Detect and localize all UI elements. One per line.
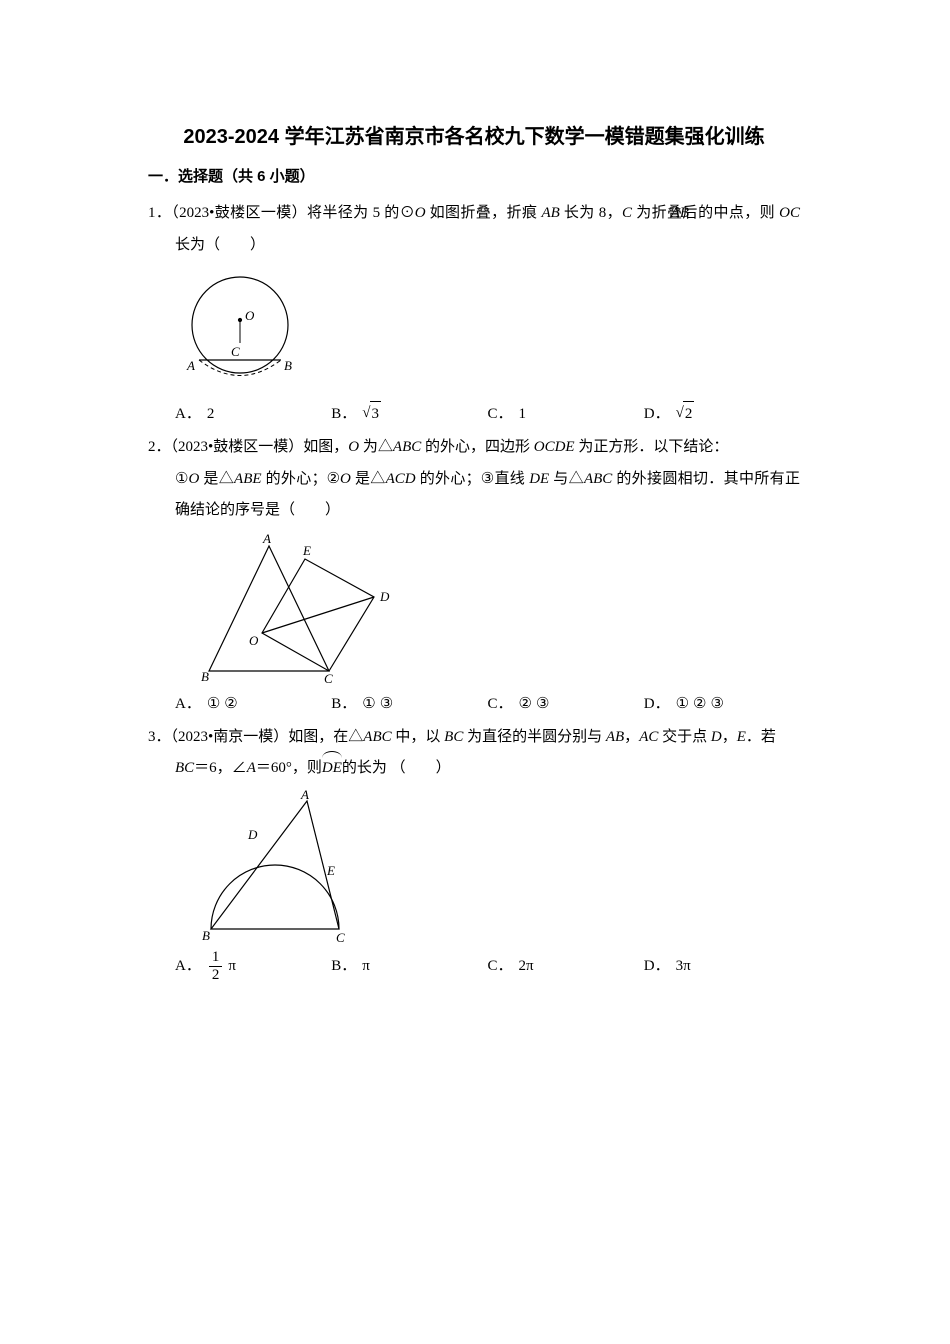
svg-text:D: D [247,827,258,842]
q1-opt-d: D．√2 [644,401,800,426]
sqrt-icon: √3 [362,401,381,426]
page-title: 2023-2024 学年江苏省南京市各名校九下数学一模错题集强化训练 [148,120,800,149]
svg-text:A: A [262,531,271,546]
q1-options: A．2 B．√3 C．1 D．√2 [148,401,800,426]
svg-text:O: O [249,633,259,648]
svg-text:D: D [379,589,390,604]
svg-text:B: B [202,928,210,943]
svg-text:B: B [201,669,209,684]
q2-opt-c: C．②③ [488,692,644,716]
question-3: 3．（2023•南京一模）如图，在△ABC 中，以 BC 为直径的半圆分别与 A… [148,722,800,983]
q3-opt-a: A．12π [175,950,331,983]
q3-source: （2023•南京一模） [171,729,289,745]
q2-opt-d: D．①②③ [644,692,800,716]
q2-number: 2 [148,439,156,455]
q3-opt-b: B．π [331,950,487,983]
svg-text:O: O [245,308,255,323]
svg-text:C: C [324,671,333,686]
svg-text:A: A [300,789,309,802]
q3-arc-de: DE [322,753,342,785]
q1-number: 1 [148,205,156,221]
section-heading: 一．选择题（共 6 小题） [148,165,800,186]
svg-text:A: A [186,358,195,373]
q1-opt-c: C．1 [488,401,644,426]
q1-stem: 1．（2023•鼓楼区一模）将半径为 5 的⊙O 如图折叠，折痕 AB 长为 8… [148,198,800,261]
svg-text:C: C [231,344,240,359]
fraction: 12 [209,950,223,983]
q3-figure: A B C D E [148,789,800,944]
q3-opt-c: C．2π [488,950,644,983]
q1-source: （2023•鼓楼区一模） [171,205,307,221]
svg-text:E: E [326,863,335,878]
q3-stem-line2: BC＝6，∠A＝60°，则DE的长为 （ ） [148,753,800,785]
q3-number: 3 [148,729,156,745]
question-1: 1．（2023•鼓楼区一模）将半径为 5 的⊙O 如图折叠，折痕 AB 长为 8… [148,198,800,426]
svg-text:E: E [302,543,311,558]
q2-opt-a: A．①② [175,692,331,716]
q2-figure: A B C D E O [148,531,800,686]
q2-opt-b: B．①③ [331,692,487,716]
q2-stem: 2．（2023•鼓楼区一模）如图，O 为△ABC 的外心，四边形 OCDE 为正… [148,432,800,464]
svg-text:C: C [336,930,345,944]
q3-options: A．12π B．π C．2π D．3π [148,950,800,983]
q1-figure: O C A B [148,265,800,395]
q2-options: A．①② B．①③ C．②③ D．①②③ [148,692,800,716]
q3-stem: 3．（2023•南京一模）如图，在△ABC 中，以 BC 为直径的半圆分别与 A… [148,722,800,754]
q1-opt-a: A．2 [175,401,331,426]
svg-text:B: B [284,358,292,373]
sqrt-icon: √2 [676,401,695,426]
q2-stem-line2: ①O 是△ABE 的外心；②O 是△ACD 的外心；③直线 DE 与△ABC 的… [148,464,800,527]
q2-source: （2023•鼓楼区一模） [171,439,304,455]
q1-opt-b: B．√3 [331,401,487,426]
q3-opt-d: D．3π [644,950,800,983]
question-2: 2．（2023•鼓楼区一模）如图，O 为△ABC 的外心，四边形 OCDE 为正… [148,432,800,716]
page: 2023-2024 学年江苏省南京市各名校九下数学一模错题集强化训练 一．选择题… [0,0,950,1069]
